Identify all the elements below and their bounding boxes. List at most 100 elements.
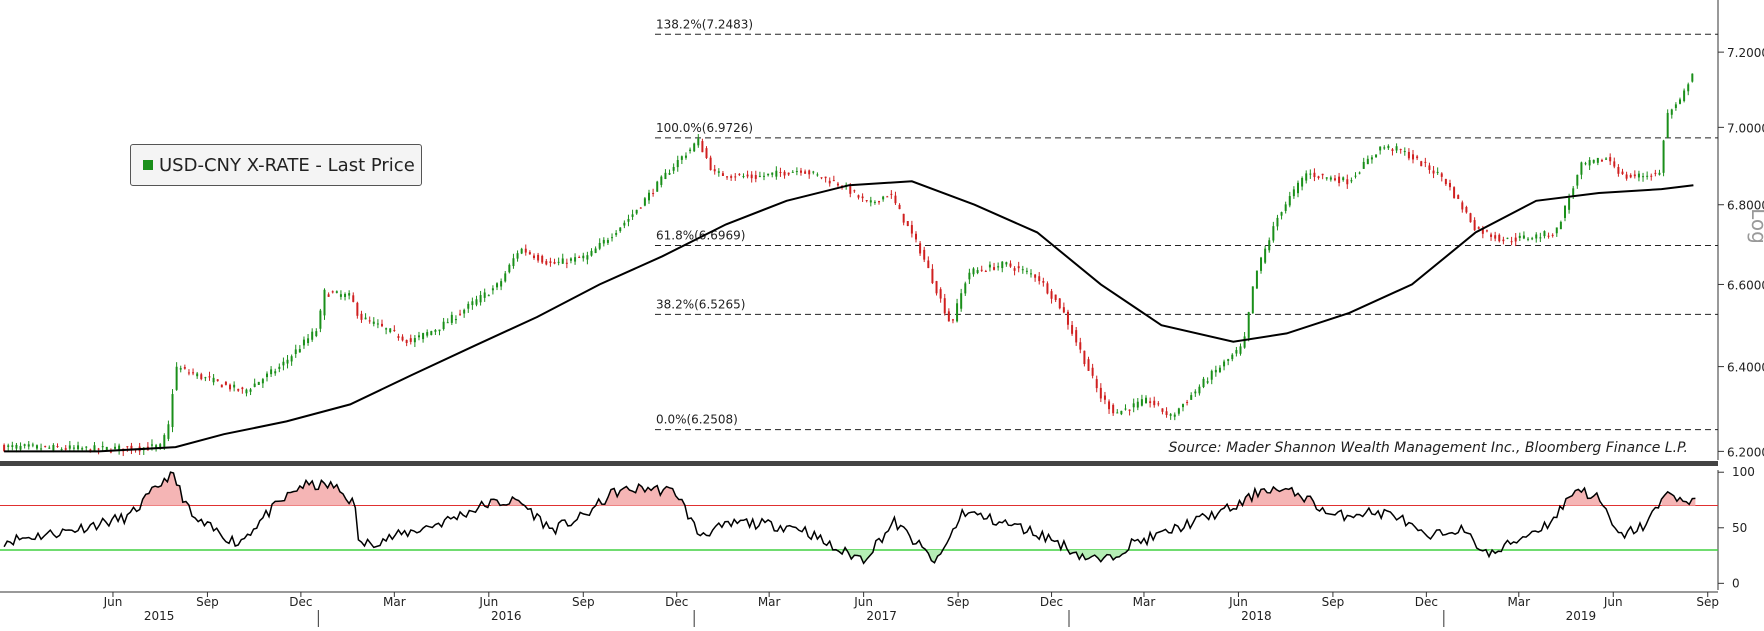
candle-body [1321,173,1324,176]
candle-body [467,303,470,309]
candle-body [910,225,913,234]
candle-body [606,239,609,243]
candle-body [1079,342,1082,350]
candle-body [413,338,416,343]
candle-body [1387,145,1390,149]
candle-body [878,200,881,203]
candle-body [1194,391,1197,394]
year-label: 2018 [1241,609,1272,623]
candle-body [1066,311,1069,325]
candle-body [1202,378,1205,388]
candle-body [1231,354,1234,360]
candle-body [1563,206,1566,218]
candle-body [808,170,811,175]
candle-body [1490,234,1493,237]
candle-body [364,317,367,320]
candle-body [496,283,499,288]
candle-body [118,445,121,451]
candle-body [1412,154,1415,160]
candle-body [1161,408,1164,412]
candle-body [524,248,527,253]
candle-body [270,369,273,375]
candle-body [463,309,466,314]
candle-body [101,446,104,448]
candle-body [956,303,959,322]
candle-body [409,338,412,342]
candle-body [200,374,203,380]
candle-body [1021,269,1024,271]
candle-body [574,257,577,262]
candle-body [541,255,544,263]
candle-body [1071,325,1074,334]
candle-body [93,445,96,451]
candle-body [791,171,794,173]
candle-body [1461,202,1464,210]
candle-body [861,196,864,199]
candle-body [381,323,384,327]
candle-body [479,295,482,303]
candle-body [886,196,889,198]
candle-body [1383,147,1386,149]
candle-body [1514,237,1517,242]
candle-body [167,424,170,439]
candle-body [1075,330,1078,343]
candle-body [1531,238,1534,240]
candle-body [1329,177,1332,180]
candle-body [294,349,297,354]
fib-level-label: 61.8%(6.6969) [656,229,745,243]
candle-body [1292,189,1295,197]
candle-body [1342,177,1345,181]
candle-body [389,328,392,333]
candle-body [1375,154,1378,158]
candle-body [1276,217,1279,227]
candle-body [1584,163,1587,165]
candle-body [508,264,511,273]
candle-body [746,174,749,177]
candle-body [993,267,996,270]
candle-body [278,366,281,369]
candle-body [590,250,593,256]
candle-body [454,318,457,321]
candle-body [434,330,437,332]
candle-body [1186,401,1189,403]
candle-body [27,444,30,447]
candle-body [179,368,182,370]
candle-body [1091,367,1094,376]
candle-body [1042,281,1045,283]
candle-body [442,321,445,330]
candle-body [857,195,860,198]
candle-body [1350,180,1353,182]
candle-body [1494,235,1497,239]
candle-body [1198,386,1201,394]
candle-body [1379,146,1382,151]
candle-body [882,196,885,200]
candle-body [114,446,117,449]
candle-body [1658,172,1661,175]
candle-body [1588,160,1591,166]
candle-body [72,447,75,449]
candle-body [52,445,55,451]
candle-body [1140,399,1143,406]
candle-body [426,332,429,336]
candle-body [1670,109,1673,115]
candle-body [1436,171,1439,173]
candle-body [1054,294,1057,300]
candle-body [779,172,782,174]
candle-body [1510,241,1513,243]
candle-body [1457,195,1460,199]
candle-body [647,192,650,201]
candle-body [869,200,872,203]
candle-body [1600,159,1603,162]
candle-body [348,293,351,296]
candle-body [643,198,646,206]
candle-body [438,329,441,332]
candle-body [569,258,572,261]
candle-body [372,321,375,324]
candle-body [594,248,597,254]
panel-separator [0,461,1718,466]
candle-body [582,255,585,259]
candle-body [1522,235,1525,239]
candle-body [1268,240,1271,251]
candle-body [327,294,330,297]
candle-body [48,447,51,449]
